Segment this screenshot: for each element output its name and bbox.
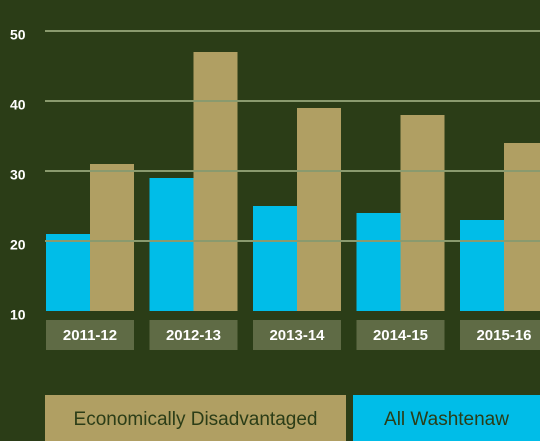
bar [460, 220, 504, 311]
x-tick-label: 2011-12 [63, 327, 117, 344]
x-tick-label: 2014-15 [373, 327, 428, 344]
y-tick-label: 50 [10, 27, 26, 43]
x-tick-label: 2015-16 [476, 327, 531, 344]
y-tick-label: 20 [10, 237, 26, 253]
category-box [460, 320, 540, 350]
legend-label: Economically Disadvantaged [74, 409, 318, 430]
bar [504, 143, 540, 311]
y-tick-label: 40 [10, 97, 26, 113]
category-box [149, 320, 238, 350]
category-box [253, 320, 341, 350]
legend-swatch [353, 395, 540, 441]
category-box [46, 320, 134, 350]
bar [400, 115, 445, 311]
bar [90, 164, 134, 311]
bar [46, 234, 90, 311]
legend-swatch [45, 395, 346, 441]
y-tick-label: 10 [10, 307, 26, 323]
bar [297, 108, 341, 311]
bar [253, 206, 297, 311]
category-box [356, 320, 445, 350]
bar [149, 178, 194, 311]
x-tick-label: 2013-14 [269, 327, 325, 344]
bar [356, 213, 401, 311]
legend-label: All Washtenaw [384, 409, 509, 430]
bar [193, 52, 238, 311]
y-tick-label: 30 [10, 167, 26, 183]
x-tick-label: 2012-13 [166, 327, 221, 344]
